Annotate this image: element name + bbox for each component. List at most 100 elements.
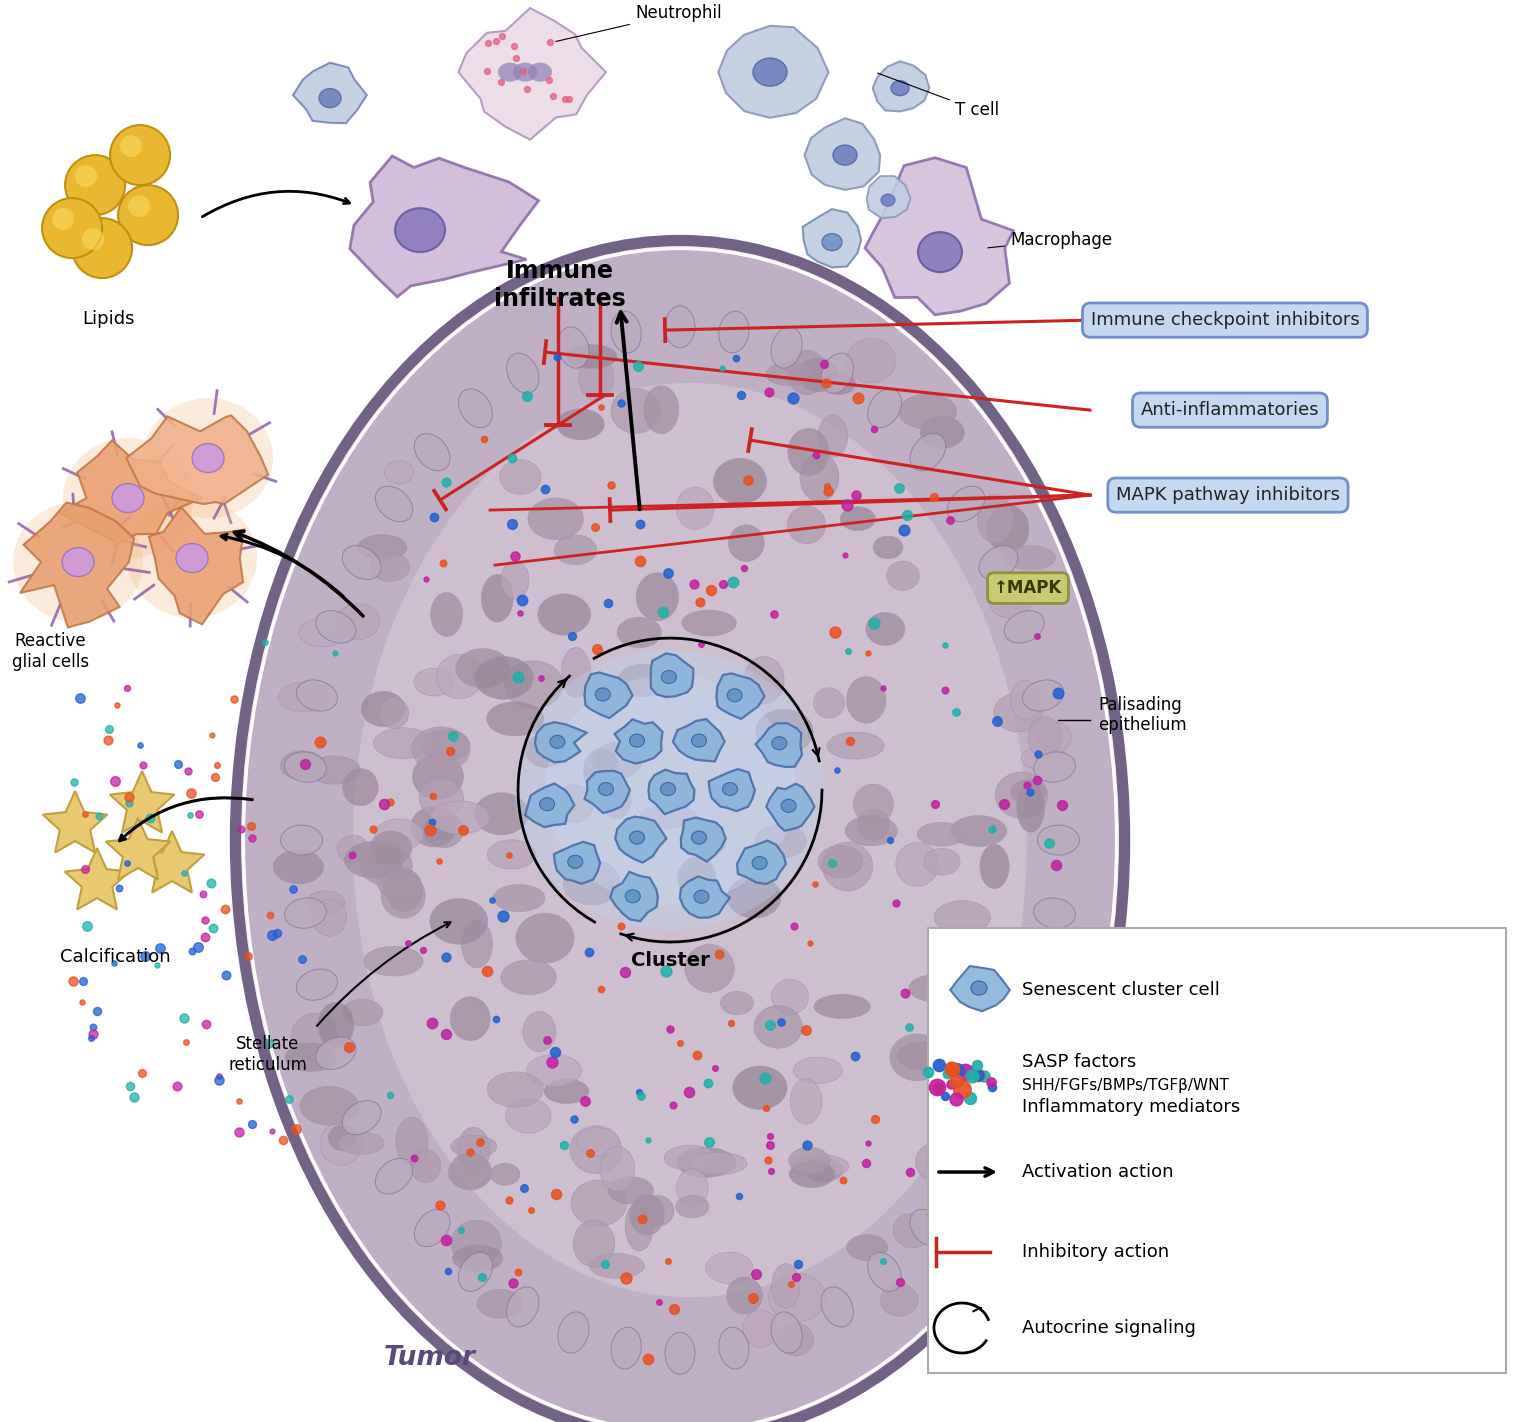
Polygon shape [584, 673, 633, 718]
Point [802, 873, 826, 896]
Point [862, 611, 886, 634]
Polygon shape [719, 26, 828, 118]
Ellipse shape [917, 822, 966, 846]
Ellipse shape [505, 1098, 551, 1133]
Point [938, 1055, 963, 1078]
Point [253, 631, 278, 654]
Point [264, 921, 289, 944]
Point [599, 474, 624, 496]
Ellipse shape [539, 798, 554, 811]
Ellipse shape [719, 1327, 750, 1369]
Point [164, 1075, 189, 1098]
Point [731, 556, 756, 579]
Point [831, 1169, 856, 1192]
Point [647, 1291, 671, 1314]
Ellipse shape [525, 734, 565, 768]
Point [845, 387, 869, 410]
Ellipse shape [504, 661, 562, 708]
Point [511, 1177, 536, 1200]
Ellipse shape [487, 840, 536, 869]
Point [862, 417, 886, 439]
Ellipse shape [192, 444, 224, 472]
Point [952, 1061, 977, 1084]
Ellipse shape [554, 535, 598, 565]
Ellipse shape [336, 835, 369, 863]
Point [433, 1229, 458, 1251]
Point [992, 792, 1017, 815]
Point [596, 592, 621, 614]
Ellipse shape [978, 1101, 1018, 1135]
Point [172, 1007, 197, 1030]
Ellipse shape [596, 688, 610, 701]
Point [413, 567, 438, 590]
Point [1026, 742, 1051, 765]
Ellipse shape [676, 486, 714, 529]
Point [378, 1084, 402, 1106]
Ellipse shape [854, 784, 894, 825]
Point [307, 731, 332, 754]
Point [194, 926, 218, 948]
Ellipse shape [840, 506, 876, 530]
Point [925, 1076, 949, 1099]
Point [427, 849, 452, 872]
Point [419, 811, 444, 833]
Ellipse shape [375, 819, 424, 850]
Point [978, 1071, 1003, 1094]
Ellipse shape [794, 1057, 842, 1084]
Point [178, 803, 203, 826]
Ellipse shape [662, 671, 676, 684]
Polygon shape [140, 830, 204, 893]
Ellipse shape [594, 742, 642, 778]
Point [488, 71, 513, 94]
Point [668, 1031, 693, 1054]
Point [166, 752, 190, 775]
Text: Tumor: Tumor [384, 1345, 476, 1371]
Polygon shape [20, 502, 134, 627]
Ellipse shape [889, 1034, 943, 1081]
Ellipse shape [278, 683, 330, 712]
Circle shape [127, 195, 151, 218]
Point [785, 1253, 809, 1276]
Circle shape [81, 228, 104, 250]
Ellipse shape [1034, 897, 1075, 929]
Ellipse shape [415, 434, 450, 471]
Point [257, 1032, 281, 1055]
Point [843, 483, 868, 506]
Ellipse shape [419, 779, 464, 818]
Point [685, 1044, 710, 1066]
Point [628, 1085, 653, 1108]
Point [323, 641, 347, 664]
Ellipse shape [590, 1254, 644, 1278]
Ellipse shape [743, 657, 783, 704]
Polygon shape [458, 9, 607, 139]
Ellipse shape [284, 1042, 336, 1072]
Ellipse shape [617, 664, 667, 697]
Polygon shape [737, 840, 786, 884]
Point [919, 1203, 943, 1226]
Polygon shape [872, 61, 929, 111]
Point [682, 573, 707, 596]
Point [101, 951, 126, 974]
Point [68, 687, 92, 710]
Ellipse shape [690, 1152, 746, 1175]
Ellipse shape [458, 388, 493, 428]
Ellipse shape [868, 1253, 902, 1291]
Point [276, 1088, 301, 1111]
Point [588, 978, 613, 1001]
Point [630, 1207, 654, 1230]
Ellipse shape [771, 327, 802, 368]
Polygon shape [585, 771, 630, 813]
Ellipse shape [544, 1079, 588, 1103]
Point [535, 1028, 559, 1051]
Point [492, 904, 516, 927]
Point [871, 677, 895, 700]
Point [823, 620, 848, 643]
Polygon shape [106, 818, 170, 880]
Point [895, 503, 920, 526]
Point [636, 1129, 660, 1152]
Ellipse shape [782, 799, 796, 812]
Ellipse shape [568, 855, 582, 869]
Point [198, 872, 223, 894]
Point [172, 862, 197, 884]
Point [699, 579, 723, 602]
